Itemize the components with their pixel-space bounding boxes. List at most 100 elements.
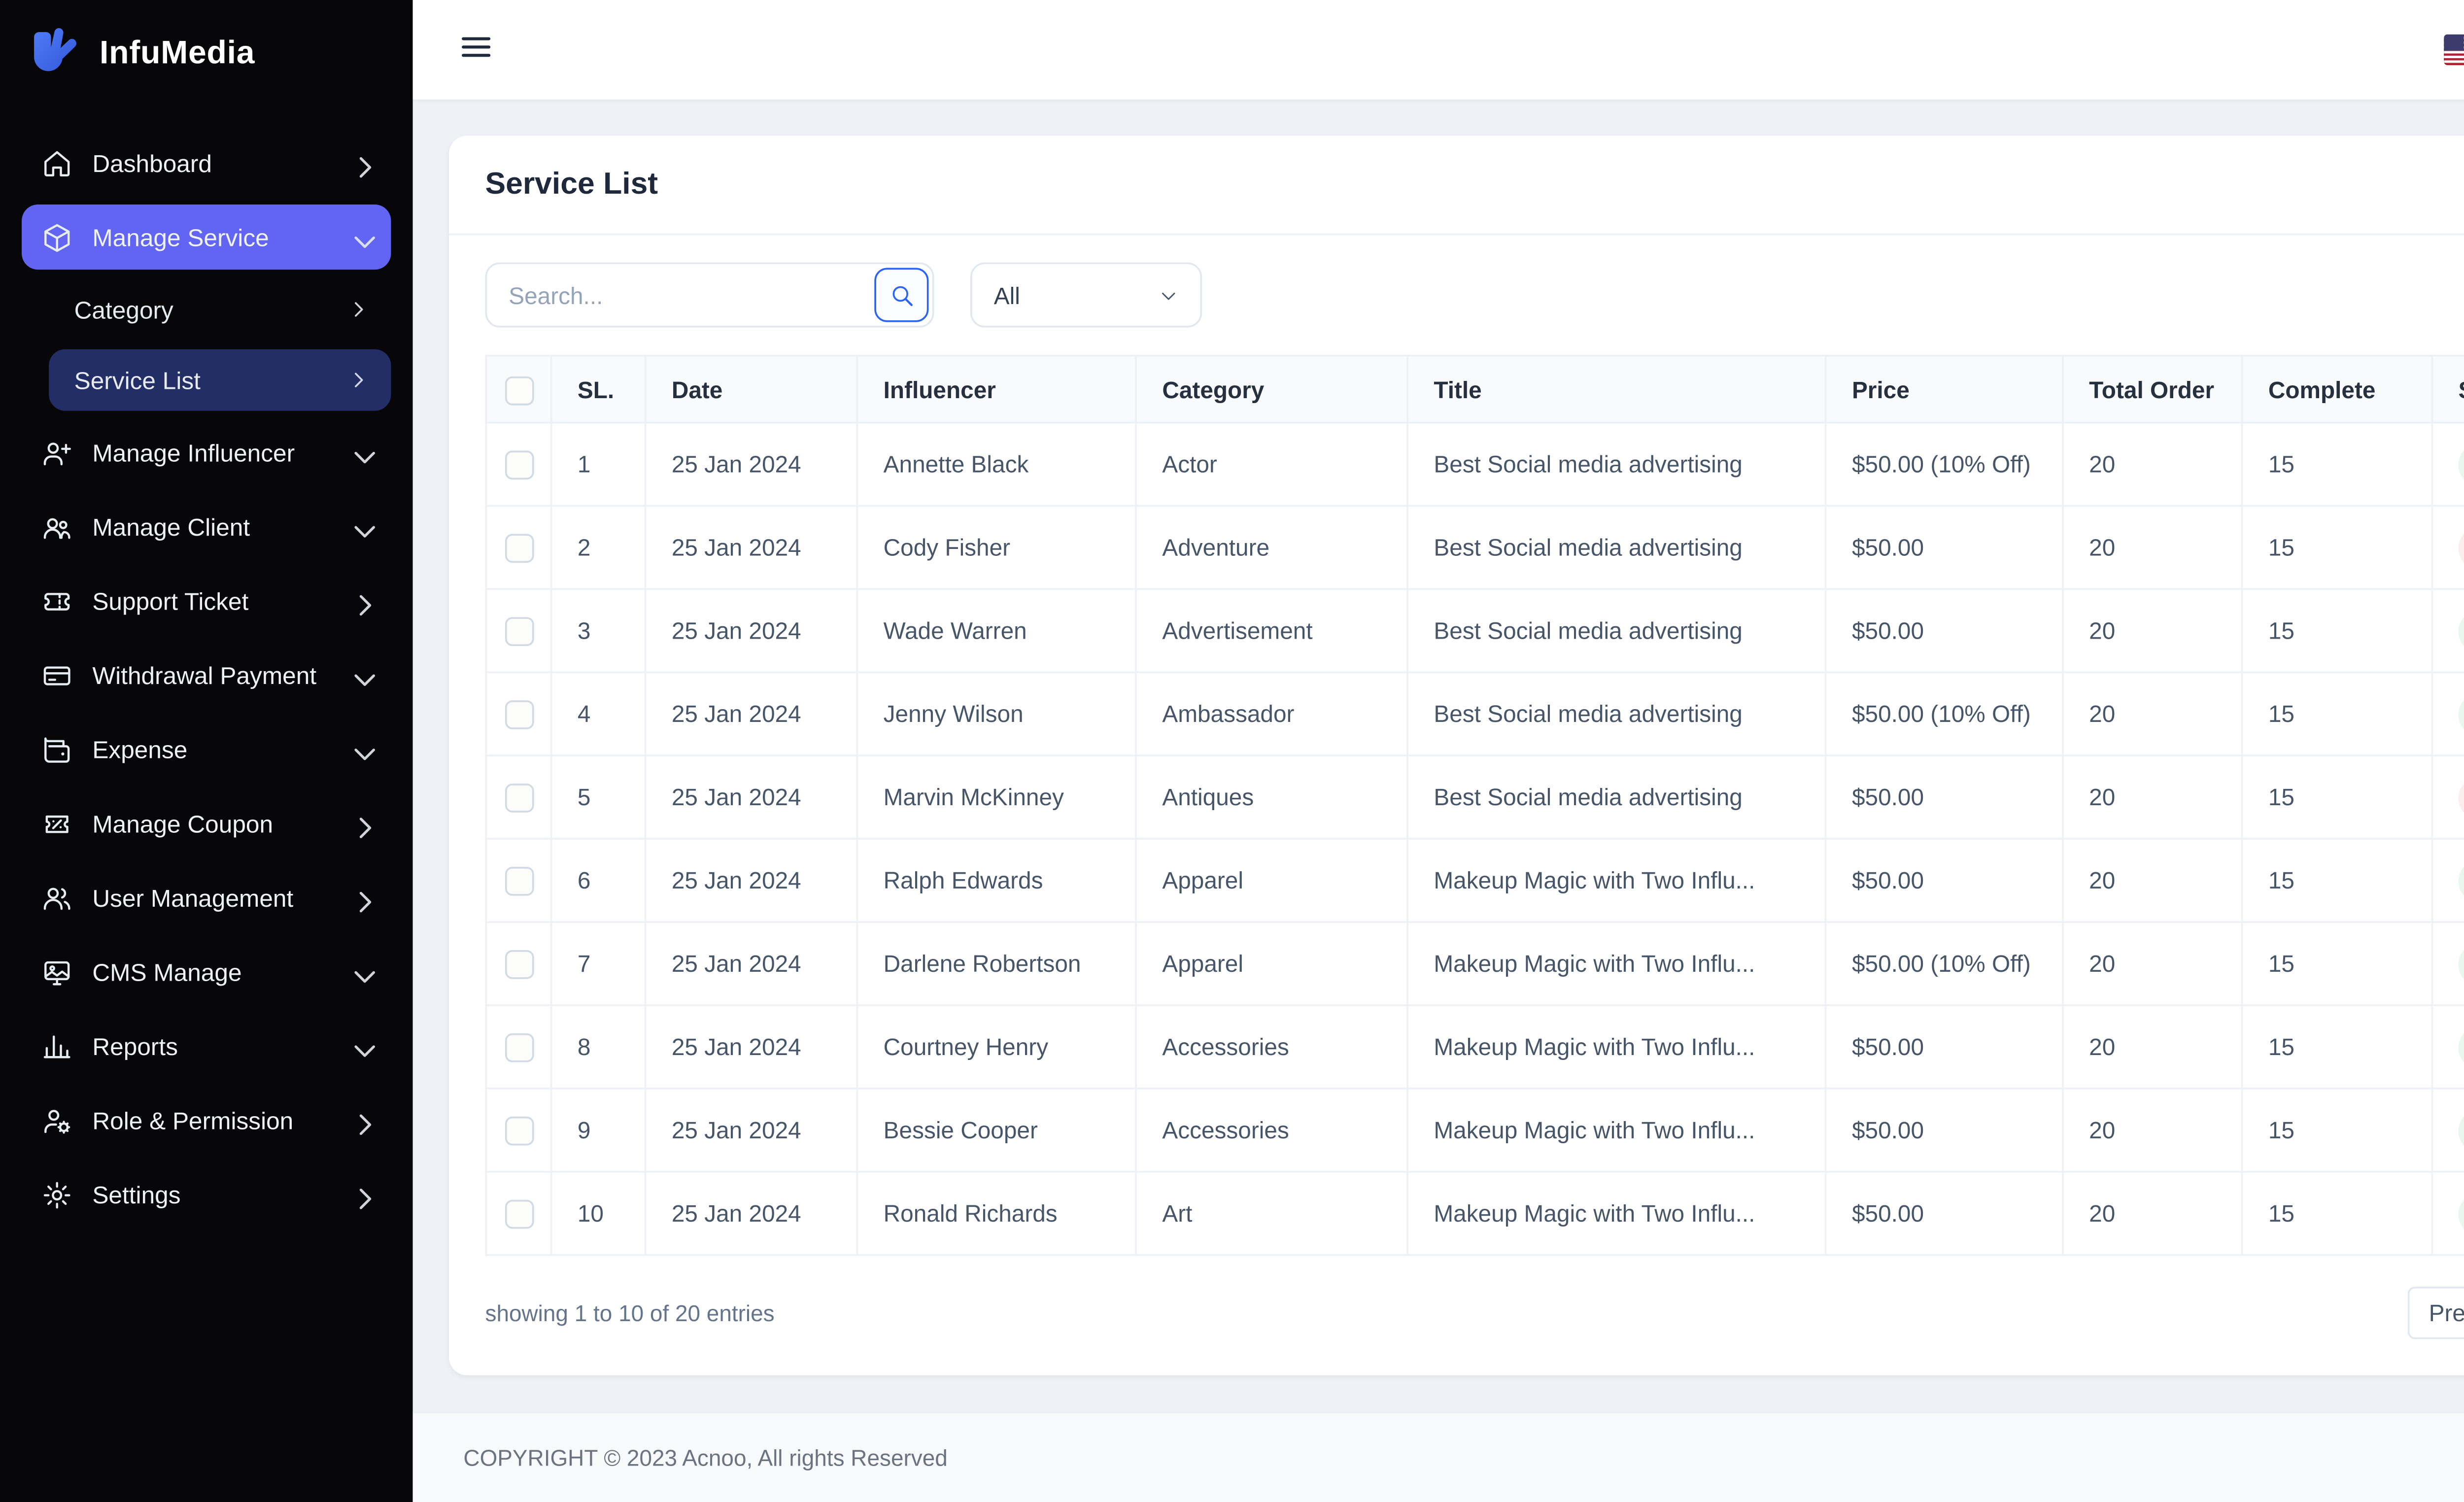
sidebar-item-label: Expense: [92, 735, 188, 763]
chevron-right-icon: [349, 1109, 380, 1140]
service-box-icon: [41, 222, 72, 252]
table-row: 6 25 Jan 2024 Ralph Edwards Apparel Makeup M…: [485, 838, 2464, 924]
chevron-down-icon: [349, 516, 380, 546]
card-header: Service List: [449, 137, 2464, 236]
cell-date: 25 Jan 2024: [644, 588, 858, 674]
sidebar-item-label: Dashboard: [92, 149, 212, 177]
menu-toggle-button[interactable]: [454, 29, 498, 72]
language-selector[interactable]: English: [2443, 34, 2464, 66]
sidebar-item-support-ticket[interactable]: Support Ticket: [22, 568, 391, 633]
row-checkbox[interactable]: [504, 1200, 533, 1229]
sidebar-item-expense[interactable]: Expense: [22, 717, 391, 782]
sidebar-item-dashboard[interactable]: Dashboard: [22, 130, 391, 195]
table-row: 1 25 Jan 2024 Annette Black Actor Best Socia…: [485, 422, 2464, 508]
cell-influencer: Cody Fisher: [856, 505, 1137, 591]
sidebar-item-label: Support Ticket: [92, 587, 249, 614]
cell-total-order: 20: [2062, 838, 2243, 924]
search-input[interactable]: [485, 263, 934, 328]
row-checkbox[interactable]: [504, 950, 533, 980]
chevron-down-icon: [349, 226, 380, 257]
search-button[interactable]: [874, 268, 929, 323]
copyright-text: COPYRIGHT © 2023 Acnoo, All rights Reser…: [463, 1445, 948, 1471]
sidebar-item-settings[interactable]: Settings: [22, 1162, 391, 1227]
table-row: 3 25 Jan 2024 Wade Warren Advertisement Best…: [485, 588, 2464, 674]
cell-influencer: Darlene Robertson: [856, 922, 1137, 1007]
sidebar-item-label: Role & Permission: [92, 1106, 294, 1134]
cell-price: $50.00: [1824, 1005, 2064, 1090]
select-all-cell: [485, 355, 552, 424]
cell-complete: 15: [2241, 1088, 2433, 1173]
search-icon: [889, 283, 914, 308]
cell-influencer: Courtney Henry: [856, 1005, 1137, 1090]
cell-influencer: Ralph Edwards: [856, 838, 1137, 924]
column-header-complete: Complete: [2241, 355, 2433, 424]
table-row: 4 25 Jan 2024 Jenny Wilson Ambassador Best S…: [485, 672, 2464, 757]
sidebar-item-reports[interactable]: Reports: [22, 1013, 391, 1078]
chevron-down-icon: [1159, 286, 1178, 306]
sidebar-item-manage-influencer[interactable]: Manage Influencer: [22, 420, 391, 485]
sidebar-item-cms-manage[interactable]: CMS Manage: [22, 939, 391, 1004]
cell-title: Best Social media advertising: [1406, 588, 1827, 674]
sidebar-item-manage-coupon[interactable]: Manage Coupon: [22, 791, 391, 856]
role-icon: [41, 1105, 72, 1135]
service-table: SL. Date Influencer Category Title Price Total…: [485, 355, 2464, 1257]
cell-price: $50.00 (10% Off): [1824, 672, 2064, 757]
cell-date: 25 Jan 2024: [644, 505, 858, 591]
sidebar-subitem-category[interactable]: Category: [49, 279, 391, 341]
sidebar-item-role-permission[interactable]: Role & Permission: [22, 1088, 391, 1153]
sidebar: InfuMedia Dashboard Manage Service Categor…: [0, 0, 413, 1502]
table-row: 7 25 Jan 2024 Darlene Robertson Apparel Make…: [485, 922, 2464, 1007]
sidebar-item-manage-service[interactable]: Manage Service: [22, 204, 391, 270]
column-header-total-order: Total Order: [2062, 355, 2243, 424]
cell-date: 25 Jan 2024: [644, 755, 858, 841]
row-checkbox[interactable]: [504, 1117, 533, 1146]
cell-sl: 2: [550, 505, 647, 591]
row-checkbox[interactable]: [504, 617, 533, 647]
status-badge: Active: [2458, 1109, 2464, 1153]
sidebar-item-manage-client[interactable]: Manage Client: [22, 494, 391, 559]
row-checkbox[interactable]: [504, 450, 533, 480]
cell-total-order: 20: [2062, 1088, 2243, 1173]
column-header-category: Category: [1135, 355, 1408, 424]
row-checkbox[interactable]: [504, 534, 533, 563]
cell-complete: 15: [2241, 588, 2433, 674]
row-checkbox[interactable]: [504, 867, 533, 896]
cell-date: 25 Jan 2024: [644, 1088, 858, 1173]
cell-total-order: 20: [2062, 755, 2243, 841]
status-badge: Active: [2458, 1192, 2464, 1236]
select-all-checkbox[interactable]: [504, 376, 533, 405]
row-checkbox[interactable]: [504, 1033, 533, 1063]
column-header-date: Date: [644, 355, 858, 424]
cell-sl: 10: [550, 1171, 647, 1257]
table-wrap: SL. Date Influencer Category Title Price Total…: [485, 355, 2464, 1257]
pagination: Previous12Next: [2407, 1287, 2464, 1340]
entries-summary: showing 1 to 10 of 20 entries: [485, 1300, 775, 1327]
cell-category: Advertisement: [1135, 588, 1408, 674]
chevron-down-icon: [349, 442, 380, 472]
cell-price: $50.00: [1824, 505, 2064, 591]
sidebar-subitem-service-list[interactable]: Service List: [49, 349, 391, 411]
users-icon: [41, 882, 72, 913]
sidebar-item-withdrawal-payment[interactable]: Withdrawal Payment: [22, 643, 391, 708]
sidebar-item-label: Settings: [92, 1181, 181, 1208]
coupon-icon: [41, 808, 72, 839]
cell-complete: 15: [2241, 505, 2433, 591]
cell-sl: 6: [550, 838, 647, 924]
status-badge: Active: [2458, 443, 2464, 487]
row-checkbox[interactable]: [504, 784, 533, 813]
status-badge: Rejected: [2458, 776, 2464, 819]
chevron-down-icon: [349, 738, 380, 769]
cell-date: 25 Jan 2024: [644, 1005, 858, 1090]
page-title: Service List: [485, 167, 658, 202]
previous-page-button[interactable]: Previous: [2407, 1287, 2464, 1340]
row-checkbox[interactable]: [504, 700, 533, 730]
status-badge: Active: [2458, 859, 2464, 903]
filter-select[interactable]: All: [970, 263, 1202, 328]
cell-complete: 15: [2241, 922, 2433, 1007]
brand-logo[interactable]: InfuMedia: [0, 0, 413, 105]
cell-sl: 4: [550, 672, 647, 757]
sidebar-item-user-management[interactable]: User Management: [22, 865, 391, 930]
cell-date: 25 Jan 2024: [644, 1171, 858, 1257]
content: Service List All: [413, 100, 2464, 1412]
